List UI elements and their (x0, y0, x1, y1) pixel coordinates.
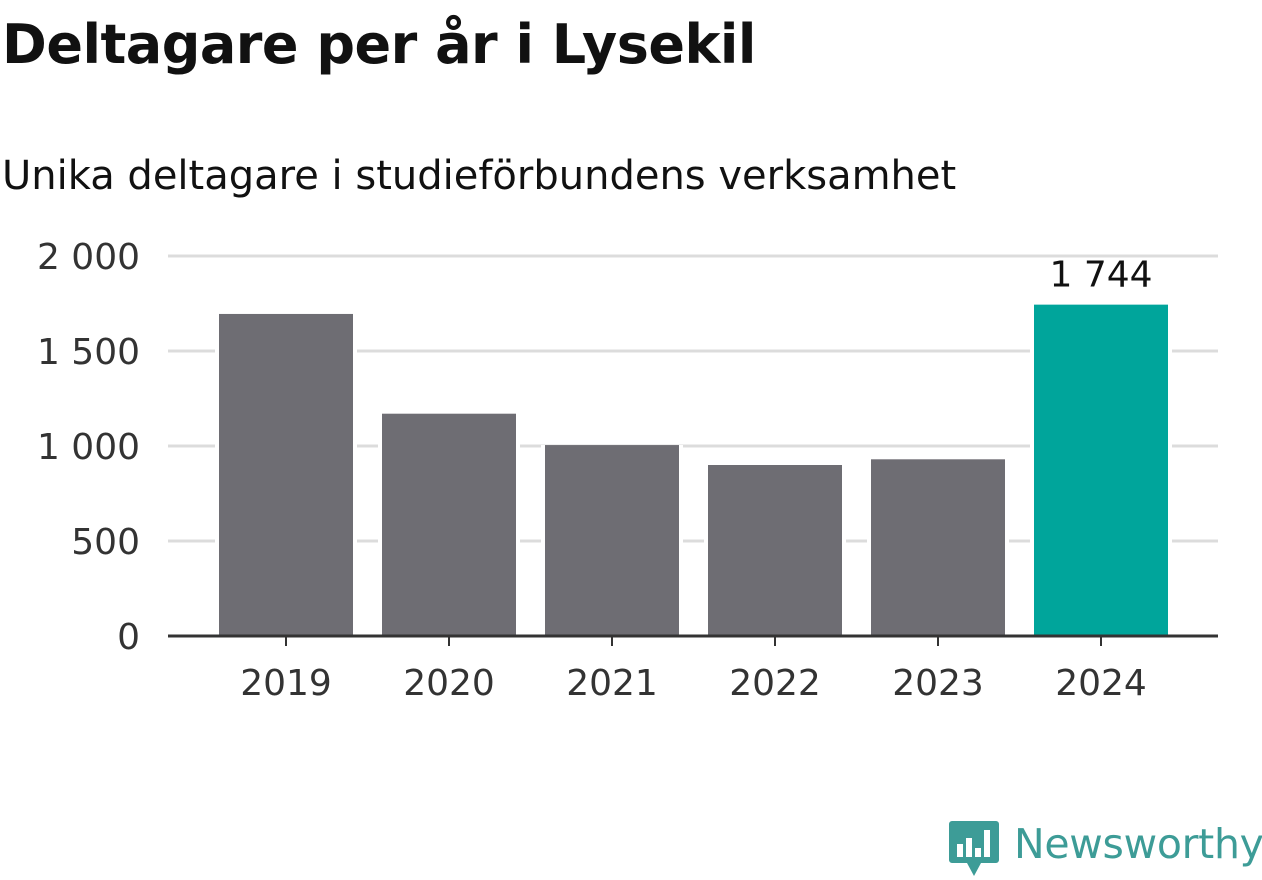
y-axis-tick-labels: 0 500 1 000 1 500 2 000 (37, 237, 140, 658)
y-tick-label: 1 500 (37, 332, 140, 373)
x-tick-label: 2020 (403, 663, 495, 704)
bar-chart-speech-bubble-icon (949, 821, 999, 876)
y-tick-label: 0 (117, 617, 140, 658)
logo-text: Newsworthy (1014, 820, 1262, 868)
data-label: 1 744 (1049, 255, 1152, 296)
bar-2022 (708, 465, 842, 636)
x-tick-label: 2023 (892, 663, 984, 704)
bar-2019 (219, 313, 353, 636)
bar-2021 (545, 445, 679, 636)
x-tick-label: 2019 (240, 663, 332, 704)
bar-2024 (1034, 304, 1168, 636)
x-tick-label: 2024 (1055, 663, 1147, 704)
x-tick-label: 2022 (729, 663, 821, 704)
bar-2023 (871, 459, 1005, 636)
chart-title: Deltagare per år i Lysekil (2, 13, 756, 76)
data-labels: 1 744 (1049, 255, 1152, 296)
x-tick-label: 2021 (566, 663, 658, 704)
y-tick-label: 1 000 (37, 427, 140, 468)
bar-2020 (382, 413, 516, 636)
x-axis-tick-labels: 2019 2020 2021 2022 2023 2024 (240, 663, 1147, 704)
y-tick-label: 2 000 (37, 237, 140, 278)
x-axis (168, 634, 1218, 646)
y-tick-label: 500 (71, 522, 140, 563)
newsworthy-logo: Newsworthy (948, 818, 1262, 880)
bars (215, 304, 1172, 636)
chart-subtitle: Unika deltagare i studieförbundens verks… (2, 153, 957, 199)
